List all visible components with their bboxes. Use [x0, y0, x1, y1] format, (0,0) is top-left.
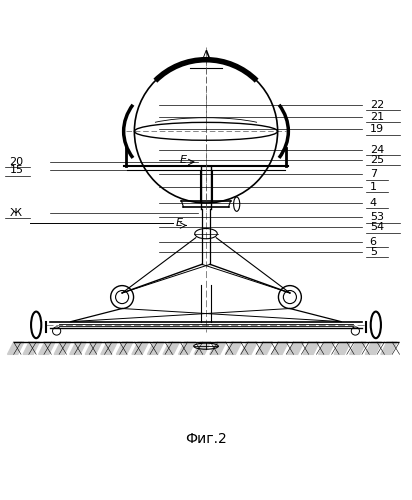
Text: 19: 19 [370, 124, 384, 134]
Polygon shape [381, 342, 397, 354]
Polygon shape [256, 342, 273, 354]
Text: 21: 21 [370, 112, 384, 122]
Polygon shape [147, 342, 164, 354]
Polygon shape [225, 342, 241, 354]
Polygon shape [210, 342, 226, 354]
Polygon shape [318, 342, 335, 354]
Text: E: E [180, 155, 187, 165]
Polygon shape [334, 342, 351, 354]
Polygon shape [178, 342, 195, 354]
Polygon shape [194, 342, 211, 354]
Text: Фиг.2: Фиг.2 [185, 432, 227, 446]
Polygon shape [241, 342, 257, 354]
Text: E: E [176, 218, 183, 228]
Polygon shape [132, 342, 148, 354]
Text: 54: 54 [370, 222, 384, 232]
Polygon shape [7, 342, 24, 354]
Polygon shape [101, 342, 117, 354]
Text: 6: 6 [370, 237, 377, 247]
Polygon shape [70, 342, 86, 354]
Text: 25: 25 [370, 155, 384, 165]
Polygon shape [272, 342, 288, 354]
Polygon shape [85, 342, 102, 354]
Text: Ж: Ж [9, 208, 21, 218]
Text: A: A [201, 50, 211, 64]
Polygon shape [350, 342, 366, 354]
Text: 1: 1 [370, 182, 377, 192]
Text: 7: 7 [370, 170, 377, 179]
Polygon shape [288, 342, 304, 354]
Text: 53: 53 [370, 212, 384, 222]
Polygon shape [163, 342, 179, 354]
Polygon shape [23, 342, 40, 354]
Polygon shape [303, 342, 319, 354]
Polygon shape [116, 342, 133, 354]
Text: 24: 24 [370, 144, 384, 154]
Text: 20: 20 [9, 157, 24, 167]
Polygon shape [365, 342, 382, 354]
Text: 5: 5 [370, 247, 377, 257]
Text: 15: 15 [9, 165, 23, 175]
Polygon shape [54, 342, 70, 354]
Text: 22: 22 [370, 100, 384, 110]
Polygon shape [39, 342, 55, 354]
Text: 4: 4 [370, 198, 377, 208]
